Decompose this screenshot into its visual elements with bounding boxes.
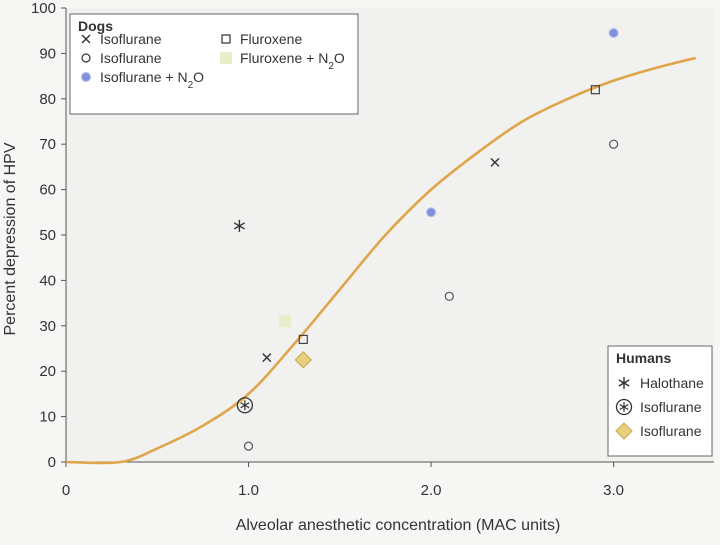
data-point-asterisk-shape [233, 219, 245, 232]
legend-marker-circled-asterisk [615, 398, 633, 416]
y-tick-label: 20 [39, 363, 56, 380]
data-point-open-circle [609, 139, 619, 149]
data-point-circled-asterisk [236, 397, 254, 414]
legend-marker-diamond [615, 422, 633, 440]
legend-marker-filled-square-shape [220, 52, 232, 64]
x-tick-label: 2.0 [421, 482, 442, 499]
data-point-open-circle-shape [444, 291, 454, 301]
data-point-open-square-shape [298, 334, 308, 345]
legend-marker-open-square [221, 34, 231, 44]
legend-marker-blue-dot [80, 71, 92, 83]
data-point-x-shape [490, 157, 500, 167]
data-point-x [490, 157, 500, 167]
data-point-open-circle [243, 441, 254, 451]
legend-label: Halothane [640, 375, 704, 391]
legend-marker-filled-square [220, 52, 232, 64]
data-point-open-square [298, 334, 308, 345]
legend-box [69, 13, 359, 115]
legend-marker-blue-dot-shape [80, 71, 92, 83]
legend-marker-open-circle-shape [81, 53, 91, 63]
data-point-blue-dot-shape [425, 207, 437, 218]
x-axis-title: Alveolar anesthetic concentration (MAC u… [236, 517, 561, 534]
legend-marker-diamond-shape [615, 422, 633, 440]
legend-label: Isoflurane [640, 423, 702, 439]
data-point-x-shape [262, 353, 272, 363]
data-point-filled-square-shape [279, 315, 292, 328]
y-tick-label: 70 [39, 136, 56, 153]
data-point-x [262, 353, 272, 363]
data-point-diamond [294, 351, 313, 369]
legend-marker-circled-asterisk-shape [615, 398, 633, 416]
legend-label: Isoflurane [100, 50, 162, 66]
y-tick-label: 50 [39, 227, 56, 244]
data-point-filled-square [279, 315, 292, 328]
legend-humans: Humans Halothane Isoflurane Isoflurane [607, 345, 713, 457]
x-tick-label: 1.0 [238, 482, 259, 499]
data-point-open-circle-shape [609, 139, 619, 149]
y-tick-label: 80 [39, 91, 56, 108]
legend-label: Isoflurane [640, 399, 702, 415]
y-tick-label: 10 [39, 409, 56, 426]
legend-marker-asterisk [618, 377, 630, 389]
y-tick-label: 30 [39, 318, 56, 335]
legend-marker-asterisk-shape [618, 377, 630, 389]
legend-marker-x [81, 34, 91, 44]
y-tick-label: 0 [48, 454, 56, 471]
data-point-blue-dot-shape [608, 27, 619, 39]
y-tick-label: 100 [31, 0, 56, 17]
legend-title: Dogs [78, 18, 113, 34]
data-point-open-square-shape [590, 85, 600, 95]
data-point-open-square [590, 85, 600, 95]
legend-marker-circled-asterisk-shape [619, 402, 629, 412]
data-point-open-circle-shape [243, 441, 254, 451]
x-tick-label: 3.0 [603, 482, 624, 499]
legend-label: Fluroxene [240, 31, 302, 47]
y-tick-label: 60 [39, 182, 56, 199]
y-axis-title: Percent depression of HPV [2, 142, 19, 335]
legend-label: Isoflurane [100, 31, 162, 47]
y-tick-label: 40 [39, 272, 56, 289]
data-point-blue-dot [425, 207, 437, 218]
legend-title: Humans [616, 350, 671, 366]
fit-curve [65, 56, 697, 465]
data-point-asterisk [233, 219, 245, 232]
x-tick-label: 0 [62, 482, 70, 499]
y-tick-label: 90 [39, 45, 56, 62]
data-point-diamond-shape [294, 351, 313, 369]
legend-marker-open-circle [81, 53, 91, 63]
data-point-circled-asterisk-shape [240, 400, 250, 411]
legend-marker-x-shape [81, 34, 91, 44]
data-point-blue-dot [608, 27, 619, 39]
data-point-open-circle [444, 291, 454, 301]
legend-marker-open-square-shape [221, 34, 231, 44]
legend-box [607, 345, 713, 457]
data-point-circled-asterisk-shape [236, 397, 254, 414]
